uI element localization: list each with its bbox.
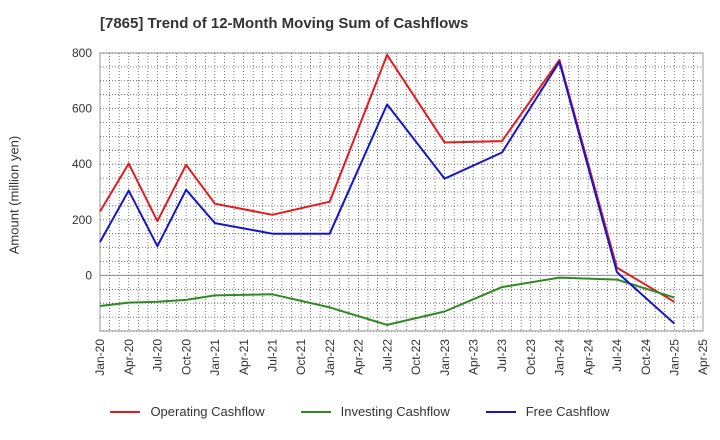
legend-item: Investing Cashflow	[300, 404, 450, 419]
y-tick-label: 400	[72, 157, 92, 171]
series-line-operating-cashflow	[99, 53, 675, 303]
series-line-investing-cashflow	[99, 276, 675, 326]
x-tick-label: Jan-25	[667, 339, 681, 376]
x-tick-label: Jan-24	[553, 339, 567, 376]
x-tick-label: Oct-23	[524, 339, 538, 375]
legend-label: Investing Cashflow	[340, 404, 450, 419]
x-tick-label: Jul-23	[495, 339, 509, 372]
y-tick-label: 600	[72, 102, 92, 116]
x-tick-label: Jul-20	[151, 339, 165, 372]
x-tick-label: Jan-20	[93, 339, 107, 376]
chart-title: [7865] Trend of 12-Month Moving Sum of C…	[100, 15, 469, 32]
x-tick-label: Apr-20	[122, 339, 136, 375]
x-tick-label: Apr-25	[696, 339, 710, 375]
y-tick-label: 200	[72, 213, 92, 227]
x-tick-label: Jul-24	[610, 339, 624, 372]
legend-swatch	[300, 410, 331, 413]
y-tick-label: 800	[72, 46, 92, 60]
y-tick-label: 0	[85, 268, 92, 282]
x-tick-label: Oct-20	[179, 339, 193, 375]
series-line-free-cashflow	[99, 60, 675, 325]
legend: Operating Cashflow Investing Cashflow Free…	[0, 404, 720, 419]
legend-label: Operating Cashflow	[150, 404, 265, 419]
x-tick-label: Oct-24	[639, 339, 653, 375]
legend-swatch	[110, 410, 141, 413]
x-tick-label: Jul-22	[380, 339, 394, 372]
x-tick-label: Apr-23	[466, 339, 480, 375]
legend-swatch	[485, 410, 516, 413]
legend-item: Operating Cashflow	[110, 404, 265, 419]
x-tick-label: Apr-21	[237, 339, 251, 375]
plot-area	[99, 52, 704, 332]
x-tick-label: Oct-21	[294, 339, 308, 375]
x-tick-label: Jul-21	[265, 339, 279, 372]
x-tick-label: Jan-22	[323, 339, 337, 376]
x-tick-label: Oct-22	[409, 339, 423, 375]
legend-label: Free Cashflow	[525, 404, 610, 419]
x-tick-label: Apr-22	[352, 339, 366, 375]
x-tick-label: Jan-21	[208, 339, 222, 376]
x-tick-label: Jan-23	[438, 339, 452, 376]
legend-item: Free Cashflow	[485, 404, 610, 419]
x-tick-label: Apr-24	[581, 339, 595, 375]
